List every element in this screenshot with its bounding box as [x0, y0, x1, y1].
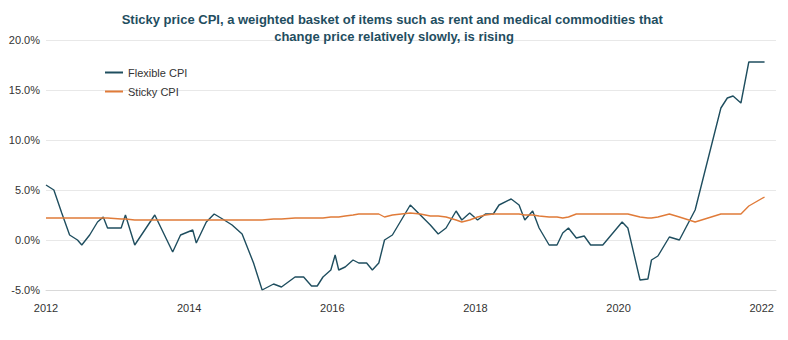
svg-text:2016: 2016	[320, 302, 344, 314]
svg-text:2020: 2020	[606, 302, 630, 314]
svg-text:5.0%: 5.0%	[15, 184, 40, 196]
svg-text:2012: 2012	[34, 302, 58, 314]
svg-text:0.0%: 0.0%	[15, 234, 40, 246]
svg-text:20.0%: 20.0%	[9, 34, 40, 46]
svg-text:change price relatively slowly: change price relatively slowly, is risin…	[274, 29, 514, 44]
svg-text:2022: 2022	[749, 302, 773, 314]
svg-text:Sticky CPI: Sticky CPI	[128, 86, 179, 98]
svg-text:Flexible CPI: Flexible CPI	[128, 67, 187, 79]
svg-text:2018: 2018	[463, 302, 487, 314]
svg-text:15.0%: 15.0%	[9, 84, 40, 96]
svg-text:Sticky price CPI, a weighted b: Sticky price CPI, a weighted basket of i…	[122, 12, 667, 27]
svg-text:10.0%: 10.0%	[9, 134, 40, 146]
svg-text:-5.0%: -5.0%	[11, 284, 40, 296]
svg-text:2014: 2014	[177, 302, 201, 314]
